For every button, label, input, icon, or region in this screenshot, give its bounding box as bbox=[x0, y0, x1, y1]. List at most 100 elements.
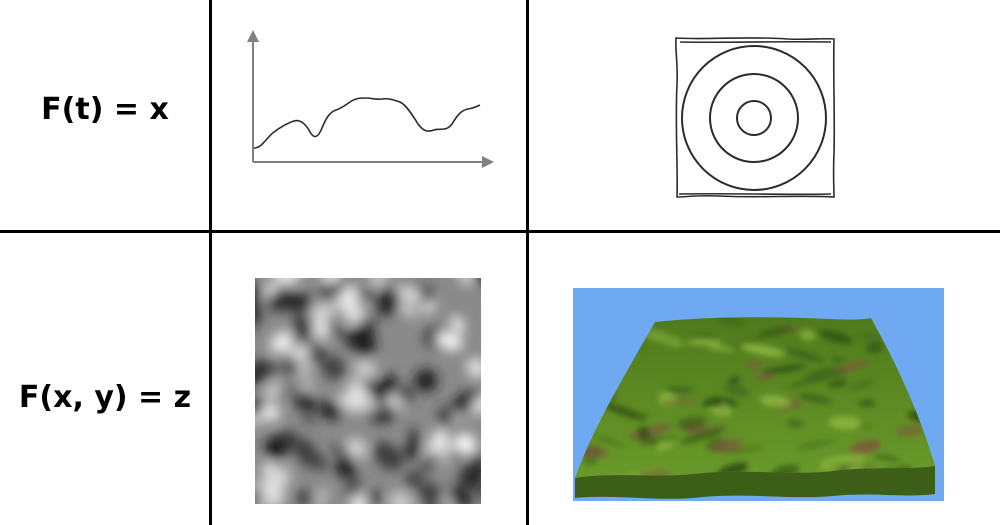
graph-axes bbox=[247, 30, 494, 168]
noise-blob bbox=[451, 316, 465, 334]
inner-ring bbox=[736, 100, 772, 136]
terrain-ridge bbox=[819, 329, 853, 345]
noise-blob bbox=[255, 396, 269, 416]
noise-blob bbox=[368, 490, 381, 504]
noise-blob bbox=[261, 404, 280, 421]
noise-blob bbox=[398, 386, 413, 405]
terrain-ridge bbox=[641, 328, 685, 348]
terrain-ridge bbox=[795, 439, 835, 450]
terrain-ridge bbox=[849, 439, 881, 456]
terrain-ridge bbox=[858, 400, 876, 407]
terrain-ridge bbox=[848, 379, 875, 392]
noise-blob bbox=[282, 357, 300, 376]
noise-blob bbox=[404, 428, 418, 461]
noise-blob bbox=[327, 325, 342, 338]
terrain-ridge bbox=[836, 360, 870, 373]
terrain-ridge bbox=[619, 412, 653, 418]
terrain-ridge bbox=[798, 393, 832, 404]
terrain-ridge bbox=[787, 419, 804, 428]
noise-blob bbox=[292, 315, 315, 336]
noise-blob bbox=[369, 278, 391, 288]
noise-blob bbox=[452, 390, 481, 414]
noise-blob bbox=[471, 393, 481, 415]
noise-blob bbox=[343, 303, 365, 324]
noise-blob bbox=[255, 302, 261, 327]
terrain-ridge bbox=[825, 462, 863, 467]
noise-blob bbox=[427, 428, 447, 457]
noise-blob bbox=[414, 369, 438, 392]
terrain-ridge bbox=[708, 345, 736, 352]
terrain-ridge bbox=[857, 333, 881, 339]
noise-blob bbox=[321, 356, 346, 380]
noise-blob bbox=[397, 286, 424, 302]
terrain-render-illustration bbox=[573, 288, 944, 501]
noise-blob bbox=[273, 278, 303, 285]
noise-blob bbox=[377, 411, 390, 424]
terrain-ridge bbox=[713, 317, 746, 328]
noise-blob bbox=[421, 451, 441, 473]
noise-blob bbox=[299, 293, 314, 308]
noise-blob bbox=[418, 482, 440, 504]
divider-horizontal bbox=[0, 230, 1000, 233]
concentric-circles-illustration bbox=[674, 37, 836, 198]
line-graph-illustration bbox=[247, 30, 494, 168]
noise-blob bbox=[266, 287, 294, 312]
middle-ring bbox=[709, 73, 799, 163]
noise-blob bbox=[334, 278, 349, 288]
noise-blob bbox=[354, 358, 377, 381]
noise-blob bbox=[474, 483, 481, 499]
noise-blob bbox=[358, 288, 374, 299]
noise-blob bbox=[311, 319, 333, 339]
terrain-ridge bbox=[799, 329, 816, 341]
divider-vertical-right bbox=[526, 0, 529, 525]
terrain-ridge bbox=[831, 358, 844, 365]
noise-blob bbox=[441, 406, 454, 424]
noise-blob bbox=[344, 330, 377, 352]
terrain-ridge bbox=[656, 439, 674, 451]
terrain-ridge bbox=[845, 453, 868, 462]
noise-blob bbox=[388, 491, 414, 504]
noise-blob bbox=[303, 414, 316, 425]
outer-ring bbox=[681, 45, 827, 191]
noise-blob bbox=[261, 391, 278, 400]
noise-blob bbox=[374, 450, 400, 462]
noise-blob bbox=[311, 488, 328, 504]
terrain-ridge bbox=[784, 348, 824, 363]
noise-blob bbox=[404, 470, 423, 488]
terrain-ridge bbox=[762, 364, 807, 374]
terrain-ridge bbox=[676, 416, 707, 430]
noise-blob bbox=[436, 332, 463, 351]
terrain-ridge bbox=[874, 454, 901, 462]
terrain-ridge bbox=[664, 386, 695, 394]
sketch-square-frame bbox=[674, 37, 836, 198]
graph-curve bbox=[253, 97, 481, 149]
terrain-ridge bbox=[723, 382, 750, 398]
terrain-ridge bbox=[787, 375, 827, 388]
noise-blob bbox=[290, 333, 317, 351]
noise-blob bbox=[320, 278, 343, 284]
noise-blob bbox=[294, 390, 318, 413]
terrain-ridge bbox=[591, 434, 627, 448]
terrain-front-edge bbox=[575, 466, 935, 499]
noise-blob bbox=[454, 433, 477, 455]
noise-blob bbox=[466, 358, 481, 378]
noise-blob bbox=[255, 282, 262, 306]
terrain-ridge bbox=[729, 337, 762, 349]
noise-blob bbox=[440, 499, 455, 504]
noise-blob bbox=[345, 438, 367, 459]
terrain-ridge bbox=[827, 379, 848, 388]
noise-blob bbox=[319, 401, 342, 420]
terrain-ridge bbox=[660, 392, 673, 399]
noise-blob bbox=[381, 373, 397, 394]
noise-blob bbox=[458, 278, 477, 285]
noise-blob bbox=[270, 331, 294, 354]
noise-blob bbox=[335, 459, 355, 479]
formula-1d: F(t) = x bbox=[41, 92, 169, 127]
terrain-ridge bbox=[866, 340, 884, 354]
terrain-ridge bbox=[583, 454, 598, 466]
divider-vertical-left bbox=[209, 0, 212, 525]
noise-blob bbox=[458, 462, 481, 489]
terrain-ridge bbox=[895, 425, 924, 437]
terrain-ridge bbox=[680, 427, 726, 444]
